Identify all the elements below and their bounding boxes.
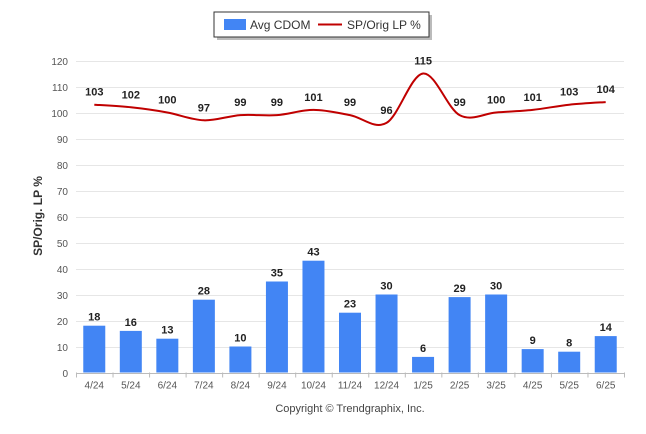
bar [339, 312, 361, 373]
x-tick-label: 5/25 [559, 381, 579, 392]
y-tick-label: 90 [57, 135, 69, 146]
bar [302, 260, 325, 373]
gridlines [76, 61, 624, 374]
x-tick-label: 3/25 [486, 381, 506, 392]
line-value-label: 101 [304, 92, 322, 104]
bar-value-label: 43 [307, 247, 319, 259]
y-tick-label: 80 [57, 161, 69, 172]
x-tick-label: 9/24 [267, 381, 287, 392]
bar [192, 299, 215, 373]
bar [594, 336, 617, 373]
bar-value-label: 35 [271, 268, 283, 280]
x-tick-label: 12/24 [374, 381, 399, 392]
bar-value-label: 18 [88, 312, 100, 324]
line-value-label: 97 [198, 102, 210, 114]
y-tick-label: 10 [57, 343, 69, 354]
line-value-label: 100 [158, 95, 176, 107]
bar [521, 349, 544, 373]
x-tick-label: 7/24 [194, 381, 214, 392]
x-tick-label: 1/25 [413, 381, 433, 392]
y-tick-label: 20 [57, 317, 69, 328]
line-value-label: 99 [271, 97, 283, 109]
bar-value-label: 30 [380, 281, 392, 293]
bar-series [83, 260, 617, 373]
line-value-label: 102 [122, 89, 140, 101]
line-value-label: 103 [85, 87, 103, 99]
bar-value-label: 13 [161, 325, 173, 337]
legend-label-bar: Avg CDOM [250, 18, 310, 32]
x-tick-label: 6/25 [596, 381, 616, 392]
y-tick-label: 40 [57, 265, 69, 276]
bar-value-label: 16 [125, 317, 137, 329]
line-value-label: 99 [344, 97, 356, 109]
y-tick-label: 110 [52, 83, 68, 94]
line-value-label: 99 [453, 97, 465, 109]
x-tick-label: 5/24 [121, 381, 141, 392]
x-axis-ticks: 4/24 5/24 6/24 7/24 8/24 9/24 10/24 11/24 12/24 1… [76, 372, 625, 392]
y-tick-label: 120 [51, 57, 68, 68]
data-labels: 18 16 13 28 10 35 43 23 30 6 29 30 9 8 14 103 102 100 97 99… [85, 56, 616, 355]
copyright-footer: Copyright © Trendgraphix, Inc. [275, 403, 424, 415]
line-value-label: 100 [487, 95, 505, 107]
y-axis-label: SP/Orig. LP % [31, 176, 45, 256]
bar-value-label: 14 [600, 322, 613, 334]
line-value-label: 99 [234, 97, 246, 109]
line-value-label: 115 [414, 56, 432, 68]
bar [229, 346, 252, 373]
legend-label-line: SP/Orig LP % [347, 18, 421, 32]
bar-value-label: 6 [420, 343, 426, 355]
bar [119, 330, 142, 373]
line-value-label: 103 [560, 87, 578, 99]
x-tick-label: 11/24 [338, 381, 363, 392]
bar-value-label: 10 [234, 333, 246, 345]
bar [412, 356, 435, 373]
sp-orig-lp-line [94, 72, 606, 126]
legend-swatch-bar [224, 19, 246, 30]
y-tick-label: 30 [57, 291, 69, 302]
bar-value-label: 28 [198, 286, 210, 298]
line-value-label: 96 [380, 105, 392, 117]
y-tick-label: 60 [57, 213, 69, 224]
legend: Avg CDOM SP/Orig LP % [213, 11, 432, 40]
x-tick-label: 2/25 [450, 381, 470, 392]
bar [83, 325, 106, 373]
bar [485, 294, 508, 373]
bar-value-label: 8 [566, 338, 572, 350]
bar-value-label: 9 [530, 335, 536, 347]
x-tick-label: 4/24 [85, 381, 105, 392]
x-tick-label: 6/24 [158, 381, 178, 392]
y-tick-label: 70 [57, 187, 69, 198]
y-tick-label: 50 [57, 239, 69, 250]
bar [375, 294, 398, 373]
bar [156, 338, 179, 373]
y-tick-label: 100 [51, 109, 68, 120]
bar [558, 351, 581, 373]
bar [448, 297, 471, 373]
bar-value-label: 23 [344, 299, 356, 311]
y-axis-ticks: 0 10 20 30 40 50 60 70 80 90 100 110 120 [51, 57, 68, 380]
x-tick-label: 4/25 [523, 381, 543, 392]
bar [265, 281, 288, 373]
line-series [94, 72, 606, 126]
x-tick-label: 8/24 [231, 381, 251, 392]
bar-value-label: 29 [453, 283, 465, 295]
y-tick-label: 0 [62, 369, 68, 380]
x-tick-label: 10/24 [301, 381, 326, 392]
line-value-label: 101 [523, 92, 541, 104]
bar-value-label: 30 [490, 281, 502, 293]
line-value-label: 104 [597, 84, 616, 96]
